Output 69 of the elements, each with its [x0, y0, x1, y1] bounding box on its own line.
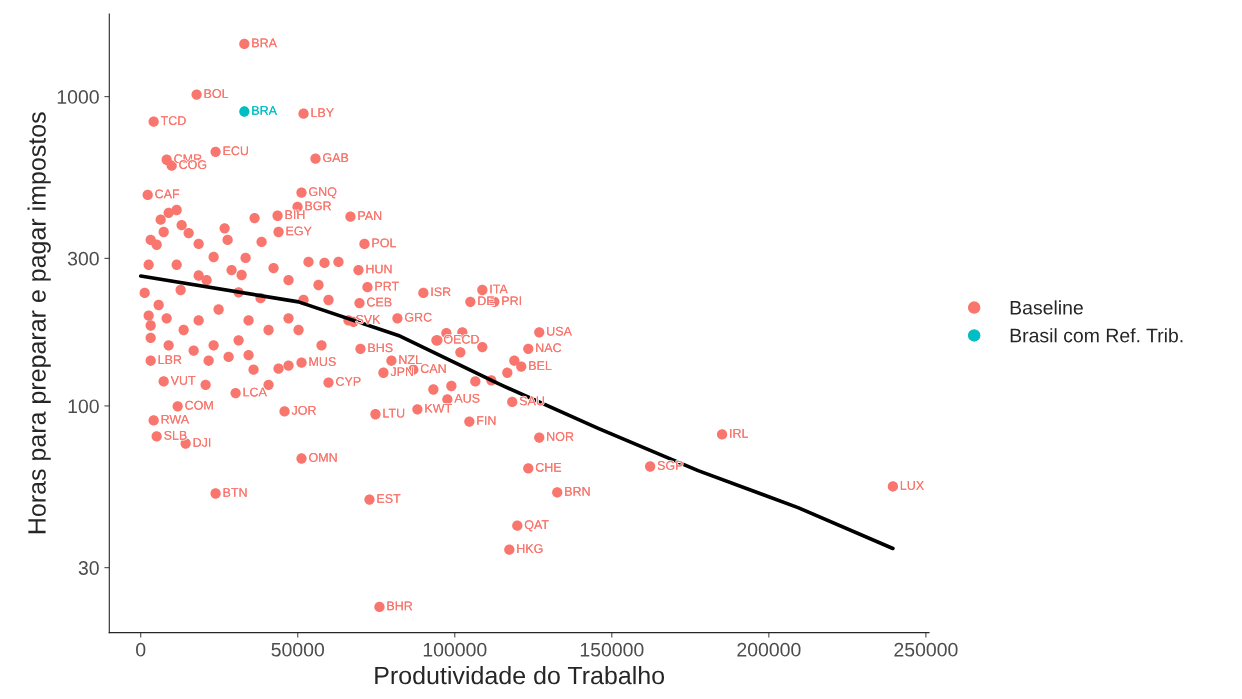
data-label: ECU — [223, 146, 248, 156]
legend-label: Baseline — [1010, 300, 1083, 315]
data-label: POL — [372, 238, 397, 248]
data-label: LBR — [158, 355, 182, 364]
x-tick-label: 200000 — [737, 642, 801, 657]
data-label: JOR — [291, 405, 316, 415]
y-tick-label: 100 — [68, 399, 99, 414]
data-label: NZL — [399, 355, 422, 364]
data-label: CEB — [367, 297, 392, 307]
data-label: FIN — [477, 416, 496, 425]
x-tick-label: 150000 — [580, 642, 644, 657]
data-label: COM — [185, 400, 213, 410]
data-label: GAB — [323, 153, 349, 163]
data-label: LUX — [900, 481, 924, 490]
data-label: HKG — [517, 544, 543, 554]
data-label: CAF — [155, 189, 180, 199]
data-label: CYP — [336, 377, 361, 386]
data-label: EST — [377, 494, 401, 503]
data-label: NAC — [536, 343, 562, 353]
data-label: DJI — [193, 438, 211, 447]
data-label: BEL — [529, 361, 552, 370]
x-tick-label: 50000 — [271, 642, 325, 657]
data-label: PRT — [375, 281, 399, 291]
data-label: VUT — [170, 376, 196, 385]
data-label: SGP — [657, 461, 683, 470]
data-label: BTN — [223, 488, 247, 497]
y-tick-label: 300 — [67, 251, 99, 266]
data-label: USA — [547, 326, 572, 336]
data-label: PAN — [358, 211, 382, 220]
data-label: MUS — [309, 357, 336, 367]
data-label: SLB — [164, 430, 187, 440]
line-series — [138, 274, 895, 551]
data-label: HUN — [366, 264, 392, 274]
data-label: CHE — [535, 462, 562, 472]
data-label: BRA — [252, 38, 277, 48]
data-label: NOR — [547, 432, 574, 441]
data-label: CAN — [420, 364, 446, 374]
data-label: RWA — [161, 415, 190, 424]
data-label: SVK — [356, 314, 381, 324]
data-label: BRA — [252, 106, 277, 115]
y-axis-title: Horas para preparar e pagar impostos — [27, 112, 51, 534]
data-label: BIH — [285, 210, 305, 219]
data-label: LCA — [243, 387, 267, 397]
data-label: BHR — [387, 601, 413, 611]
data-label: EGY — [286, 226, 312, 236]
data-label: BGR — [305, 201, 331, 211]
data-label: TCD — [160, 116, 186, 125]
data-label: KWT — [425, 403, 452, 413]
x-tick-label: 0 — [136, 642, 146, 657]
data-label: QAT — [524, 520, 549, 532]
data-label: OMN — [309, 453, 337, 462]
data-label: GRC — [405, 312, 432, 322]
y-tick-label: 1000 — [57, 90, 99, 104]
data-label: ITA — [490, 284, 508, 294]
data-label: LTU — [383, 408, 405, 418]
data-label: BRN — [565, 487, 590, 496]
data-label: ISR — [431, 287, 451, 297]
y-tick-label: 30 — [78, 561, 99, 575]
data-label: AUS — [454, 393, 480, 403]
data-label: BHS — [368, 343, 393, 353]
data-label: LBY — [311, 108, 334, 117]
data-label: BOL — [204, 89, 229, 98]
x-tick-label: 250000 — [894, 642, 958, 657]
data-label: IRL — [730, 429, 749, 438]
legend-label: Brasil com Ref. Trib. — [1010, 328, 1183, 343]
x-axis-title: Produtividade do Trabalho — [375, 666, 665, 685]
x-tick-label: 100000 — [423, 642, 487, 657]
data-label: PRI — [502, 296, 521, 306]
data-label: GNQ — [309, 187, 337, 199]
